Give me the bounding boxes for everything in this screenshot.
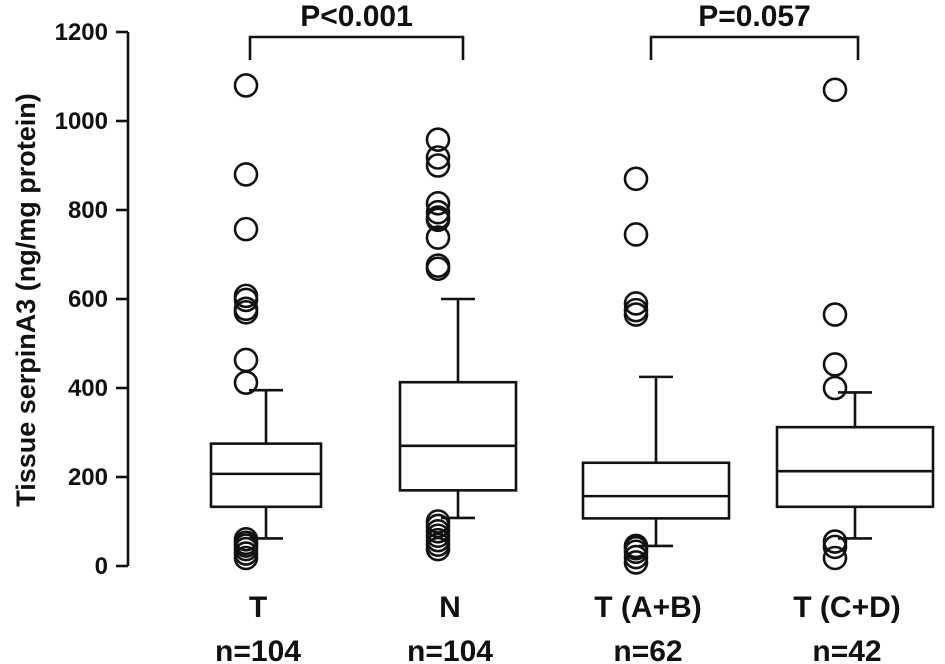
outlier-point [822, 534, 848, 560]
outlier-point [623, 222, 649, 247]
y-tick-label: 1000 [55, 108, 108, 135]
outlier-point [623, 166, 649, 192]
category-label: T [249, 591, 267, 624]
iqr-box [209, 442, 323, 509]
sample-size-label: n=62 [613, 635, 682, 664]
outlier-point [822, 352, 848, 377]
outlier-point [425, 536, 451, 562]
sample-size-label: n=104 [215, 635, 301, 664]
box-2 [398, 297, 518, 520]
outlier-point [425, 207, 451, 233]
outlier-point [623, 550, 649, 575]
bracket-line [248, 35, 465, 60]
box-series [209, 297, 935, 548]
outlier-point [233, 73, 259, 98]
p-value-label: P=0.057 [698, 0, 811, 33]
box-1 [209, 388, 323, 540]
y-tick-label: 1200 [55, 19, 108, 46]
y-tick-label: 800 [68, 197, 108, 224]
axes: 0 200 400 600 800 1000 1200 [55, 19, 130, 580]
sample-size-label: n=42 [812, 635, 881, 664]
outlier-point [623, 302, 649, 327]
iqr-box [398, 380, 518, 492]
iqr-box [775, 425, 935, 509]
outlier-point [425, 145, 451, 170]
box-3 [581, 375, 731, 548]
outlier-point [233, 216, 259, 242]
outlier-point [233, 370, 259, 395]
significance-bracket: P<0.001 [248, 0, 465, 60]
outlier-point [233, 545, 259, 571]
outlier-point [233, 287, 259, 313]
outlier-point [233, 347, 259, 373]
category-label: T (A+B) [594, 591, 702, 624]
y-axis-label: Tissue serpinA3 (ng/mg protein) [11, 93, 41, 507]
sample-size-label: n=104 [407, 635, 493, 664]
outlier-point [822, 545, 848, 571]
outlier-point [822, 302, 848, 327]
outlier-point [425, 191, 451, 216]
y-tick-label: 200 [68, 464, 108, 491]
outlier-point [233, 300, 259, 325]
y-tick-label: 0 [95, 553, 108, 580]
significance-brackets: P<0.001 P=0.057 [248, 0, 860, 60]
outlier-point [425, 225, 451, 250]
outlier-point [425, 153, 451, 178]
outlier-point [822, 375, 848, 401]
y-tick-label: 600 [68, 286, 108, 313]
outlier-point [822, 77, 848, 103]
category-label: T (C+D) [793, 591, 901, 624]
outlier-point [623, 291, 649, 316]
category-labels: Tn=104 Nn=104 T (A+B) n=62 T (C+D) n=42 [215, 591, 901, 664]
box-4 [775, 391, 935, 540]
bracket-line [649, 35, 860, 60]
outlier-point [425, 256, 451, 282]
iqr-box [581, 461, 731, 520]
outlier-point [425, 127, 451, 152]
outlier-points [233, 73, 848, 575]
outlier-point [233, 162, 259, 187]
significance-bracket: P=0.057 [649, 0, 860, 60]
category-label: N [439, 591, 461, 624]
y-tick-label: 400 [68, 375, 108, 402]
p-value-label: P<0.001 [300, 0, 413, 33]
